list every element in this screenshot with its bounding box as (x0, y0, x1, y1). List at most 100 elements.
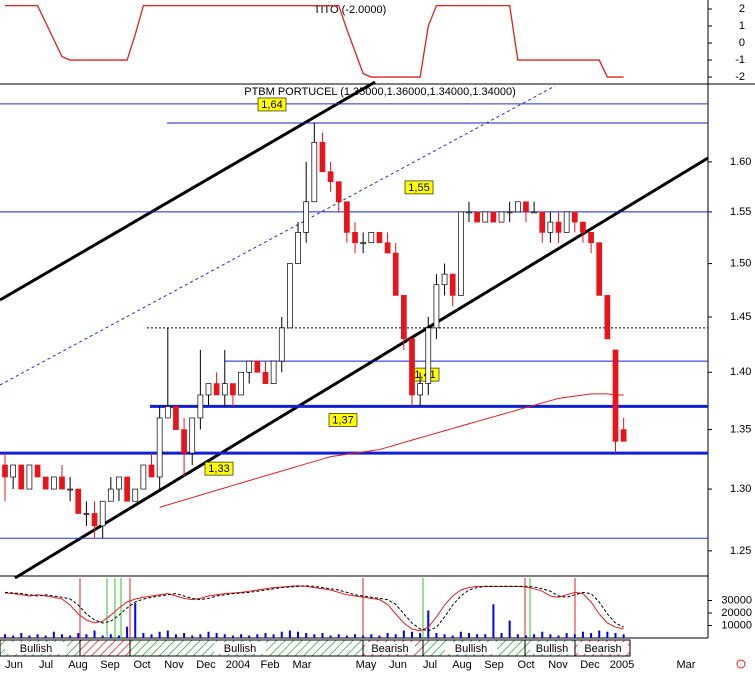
volume-bar (500, 633, 503, 638)
candle-body (490, 211, 497, 223)
volume-bar (467, 633, 470, 638)
trend-line (14, 156, 709, 580)
x-tick-label: Jun (389, 659, 407, 671)
candle-body (42, 476, 49, 490)
candle-body (67, 488, 73, 491)
candle-body (10, 464, 16, 478)
x-tick-label: Dec (580, 659, 600, 671)
candle-body (156, 417, 163, 478)
candle-body (482, 211, 489, 223)
candle-body (303, 201, 310, 233)
candle-body (344, 201, 350, 233)
candle-body (433, 284, 440, 329)
regime-label-bg (578, 642, 628, 654)
volume-bar (451, 635, 454, 638)
volume-bar (134, 603, 137, 638)
x-tick-label: Mar (677, 659, 696, 671)
x-tick-label: Nov (164, 659, 184, 671)
volume-bar (573, 634, 576, 638)
candle-body (262, 371, 269, 384)
volume-bar (427, 610, 430, 638)
candle-body (238, 371, 244, 396)
candle-body (116, 476, 122, 490)
candle-body (287, 263, 293, 329)
volume-bar (313, 634, 316, 638)
volume-bar (508, 620, 511, 638)
candle-body (230, 383, 236, 396)
volume-bar (476, 634, 479, 638)
candle-body (91, 513, 98, 527)
candle-body (213, 383, 220, 396)
y-tick-label: 0 (739, 37, 745, 49)
x-tick-label: May (356, 659, 377, 671)
volume-bar (484, 634, 487, 638)
y-tick-label: 1.35 (730, 424, 751, 436)
candle-body (75, 488, 82, 514)
candle-body (596, 242, 603, 296)
candle-body (327, 171, 334, 183)
x-tick-label: Sep (100, 659, 120, 671)
x-tick-label: Nov (548, 659, 568, 671)
volume-bar (598, 630, 601, 638)
y-tick-label: 1.50 (730, 257, 751, 269)
y-tick-label: 20000 (721, 607, 752, 619)
regime-label: Bearish (371, 643, 408, 655)
candle-body (376, 232, 383, 244)
volume-bar (549, 634, 552, 638)
x-tick-label: Jul (39, 659, 53, 671)
candle-body (588, 232, 594, 244)
volume-bar (321, 633, 324, 638)
level-label: 1,41 (414, 369, 435, 381)
x-tick-label: Oct (133, 659, 150, 671)
candle-body (474, 211, 480, 223)
candle-body (547, 221, 554, 233)
volume-bar (492, 604, 495, 638)
y-tick-label: 1.25 (730, 545, 751, 557)
volume-bar (183, 633, 186, 638)
volume-bar (12, 635, 15, 638)
x-tick-label: Dec (196, 659, 216, 671)
volume-bar (419, 633, 422, 638)
candle-body (539, 211, 546, 233)
volume-bar (20, 633, 23, 638)
volume-bar (199, 634, 202, 638)
x-tick-label: 2005 (610, 659, 634, 671)
volume-bar (248, 635, 251, 638)
regime-label-bg (365, 642, 415, 654)
x-tick-label: Oct (517, 659, 534, 671)
volume-bar (207, 631, 210, 638)
regime-label-bg (5, 642, 67, 654)
signal-line (4, 585, 624, 632)
moving-average (159, 393, 624, 508)
volume-bar (264, 633, 267, 638)
level-label: 1,33 (208, 463, 229, 475)
volume-bar (166, 630, 169, 638)
x-tick-label: Jul (423, 659, 437, 671)
volume-bar (614, 633, 617, 638)
candle-body (563, 211, 570, 233)
indicator-line (5, 4, 624, 78)
volume-bar (533, 634, 536, 638)
x-tick-label: Jun (5, 659, 23, 671)
candle-body (612, 349, 619, 442)
volume-bar (329, 635, 332, 638)
volume-bar (581, 631, 584, 638)
y-tick-label: 1.55 (730, 206, 751, 218)
volume-bar (411, 631, 413, 638)
level-label-box (328, 413, 358, 427)
regime-label: Bullish (20, 643, 52, 655)
regime-label-bg (530, 642, 574, 654)
y-tick-label: 1.60 (730, 156, 751, 168)
volume-bar (240, 634, 243, 638)
candle-body (18, 464, 25, 490)
volume-bar (565, 633, 568, 638)
candle-body (449, 273, 456, 296)
trend-line (0, 80, 376, 302)
volume-bar (557, 635, 560, 638)
volume-bar (394, 634, 397, 638)
y-tick-label: 30000 (721, 594, 752, 606)
volume-bar (60, 634, 63, 638)
volume-bar (280, 631, 283, 638)
